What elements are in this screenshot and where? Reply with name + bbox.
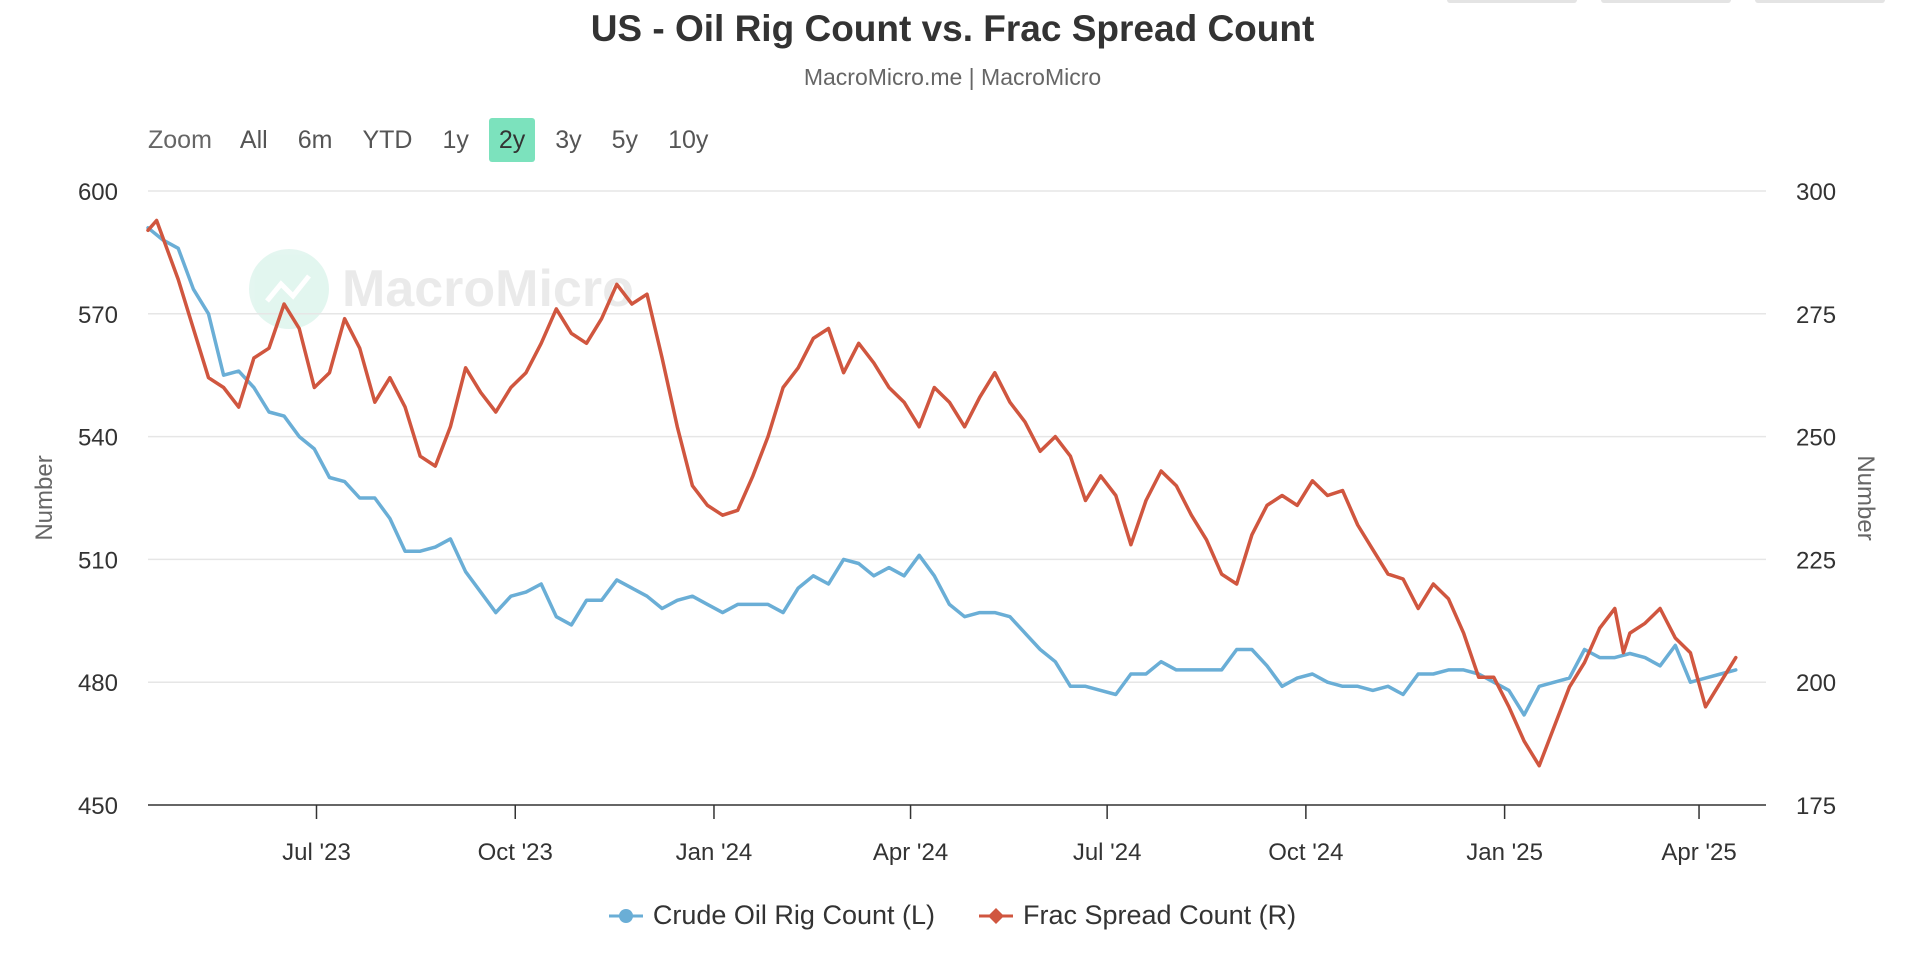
y-axis-left: 450 480 510 540 570 600 Number [31,179,118,820]
y-left-tick-label: 570 [78,302,118,329]
zoom-3y-button[interactable]: 3y [555,126,582,154]
x-tick-label: Jul '24 [1073,839,1142,866]
zoom-label: Zoom [148,125,212,154]
zoom-ytd-button[interactable]: YTD [362,126,413,154]
series-line[interactable] [146,226,1738,717]
y-left-axis-title: Number [31,455,58,540]
y-right-tick-label: 175 [1796,793,1836,820]
series-frac-spread-count [146,218,1738,768]
x-tick-label: Jul '23 [282,839,351,866]
y-left-tick-label: 600 [78,179,118,206]
series-line[interactable] [146,218,1738,768]
y-right-tick-label: 275 [1796,302,1836,329]
x-tick-label: Jan '24 [676,839,753,866]
chart-subtitle: MacroMicro.me | MacroMicro [803,64,1102,90]
series-crude-oil-rig-count [146,226,1738,717]
y-right-tick-label: 200 [1796,670,1836,697]
legend-label: Crude Oil Rig Count (L) [652,900,935,930]
x-tick-label: Apr '24 [873,839,948,866]
top-tab[interactable] [1447,0,1577,3]
series-group [146,218,1738,768]
watermark-text: MacroMicro [342,260,634,318]
x-tick-label: Jan '25 [1466,839,1543,866]
chart-title: US - Oil Rig Count vs. Frac Spread Count [590,8,1315,49]
legend: Crude Oil Rig Count (L) Frac Spread Coun… [0,900,1905,931]
zoom-all-button[interactable]: All [239,126,268,154]
zoom-10y-button[interactable]: 10y [668,126,709,154]
y-right-axis-title: Number [1852,455,1879,540]
legend-item-crude-oil-rig-count[interactable]: Crude Oil Rig Count (L) [608,900,935,931]
grid-lines [148,190,1766,683]
y-left-tick-label: 510 [78,547,118,574]
x-tick-label: Oct '24 [1268,839,1343,866]
y-axis-right: 175 200 225 250 275 300 Number [1796,179,1879,820]
zoom-1y-button[interactable]: 1y [442,126,469,154]
zoom-bar: Zoom All 6m YTD 1y 2y 3y 5y 10y [148,118,728,162]
top-tabs [1447,0,1885,3]
diamond-marker-icon [979,907,1013,924]
top-tab[interactable] [1755,0,1885,3]
watermark-logo: MacroMicro [249,249,634,329]
legend-label: Frac Spread Count (R) [1023,900,1297,930]
zoom-5y-button[interactable]: 5y [611,126,639,154]
y-left-tick-label: 540 [78,425,118,452]
top-tab[interactable] [1601,0,1731,3]
y-left-tick-label: 450 [78,793,118,820]
circle-marker-icon [608,908,643,923]
watermark-trend-icon [265,274,311,303]
zoom-2y-button[interactable]: 2y [488,118,536,162]
x-tick-label: Oct '23 [478,839,553,866]
zoom-6m-button[interactable]: 6m [297,126,333,154]
x-tick-label: Apr '25 [1661,839,1736,866]
x-axis: Jul '23 Oct '23 Jan '24 Apr '24 Jul '24 Oct '… [148,804,1766,866]
y-right-tick-label: 250 [1796,425,1836,452]
y-left-tick-label: 480 [78,670,118,697]
watermark-logo-icon [249,249,329,329]
y-right-tick-label: 225 [1796,547,1836,574]
legend-item-frac-spread-count[interactable]: Frac Spread Count (R) [979,900,1296,931]
y-right-tick-label: 300 [1796,179,1836,206]
